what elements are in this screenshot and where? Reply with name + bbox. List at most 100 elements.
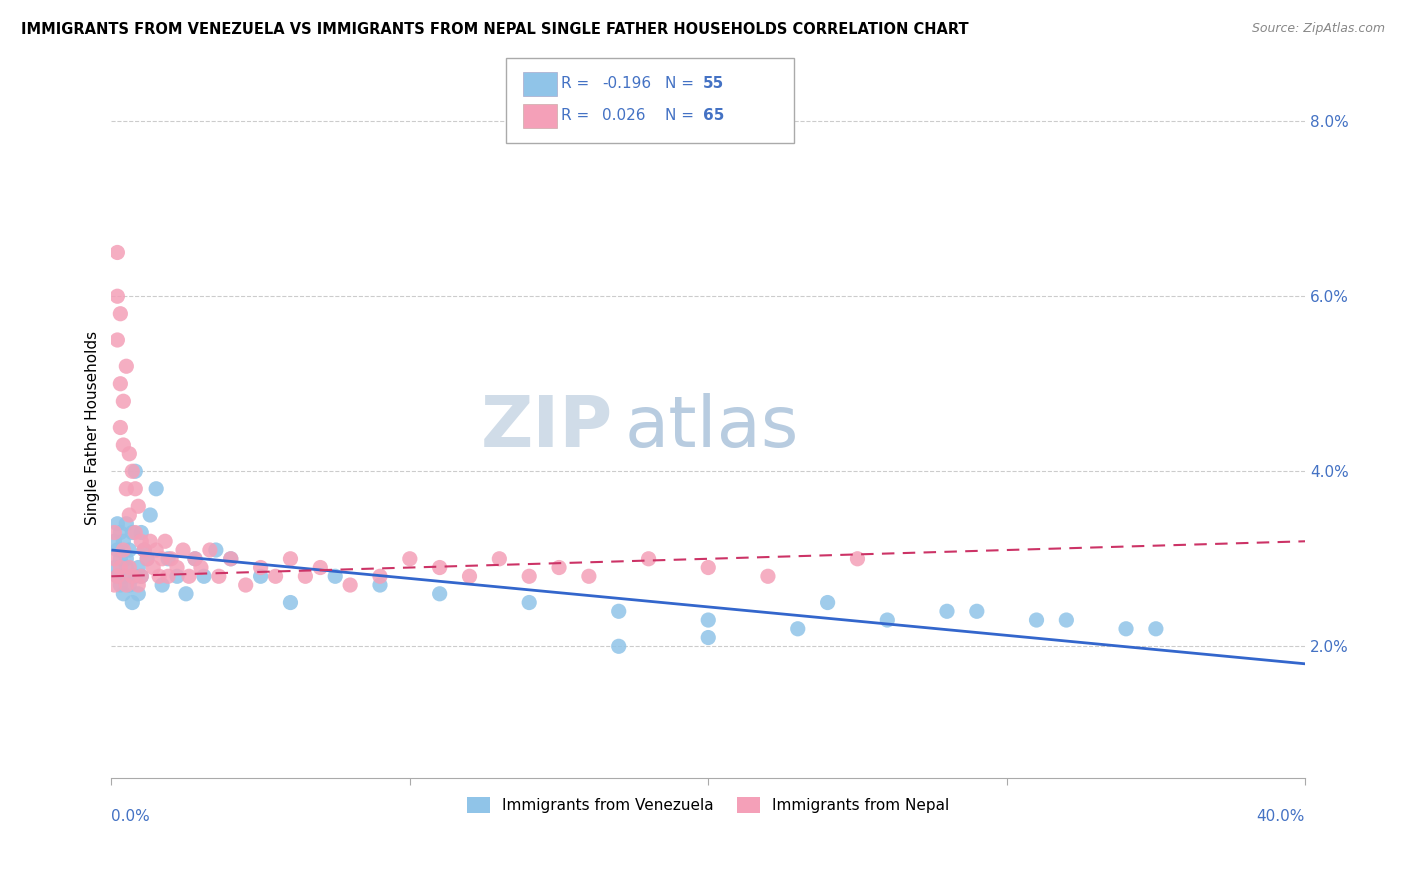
Point <box>115 560 138 574</box>
Point <box>105 516 128 531</box>
Point <box>103 525 125 540</box>
Text: 0.0%: 0.0% <box>111 809 150 824</box>
Point <box>637 551 659 566</box>
Point <box>105 543 128 558</box>
Point <box>846 551 869 566</box>
Point <box>118 560 141 574</box>
Point <box>150 551 173 566</box>
Point <box>110 420 132 434</box>
Point <box>148 569 170 583</box>
Point <box>127 587 149 601</box>
Text: R =: R = <box>561 77 595 91</box>
Point <box>697 631 720 645</box>
Point <box>118 578 141 592</box>
Text: -0.196: -0.196 <box>602 77 651 91</box>
Point <box>368 569 391 583</box>
Point <box>115 516 138 531</box>
Point <box>118 447 141 461</box>
Point <box>129 534 152 549</box>
Point <box>105 245 128 260</box>
Point <box>145 482 167 496</box>
Point <box>193 569 215 583</box>
Point <box>429 587 451 601</box>
Point <box>398 551 420 566</box>
Point <box>172 543 194 558</box>
Point <box>112 438 135 452</box>
Point <box>121 525 143 540</box>
Point <box>134 543 156 558</box>
Point <box>112 587 135 601</box>
Point <box>121 464 143 478</box>
Point <box>786 622 808 636</box>
Point <box>103 534 125 549</box>
Point <box>150 578 173 592</box>
Point <box>174 587 197 601</box>
Point <box>208 569 231 583</box>
Point <box>488 551 510 566</box>
Text: N =: N = <box>665 77 699 91</box>
Text: Source: ZipAtlas.com: Source: ZipAtlas.com <box>1251 22 1385 36</box>
Point <box>110 551 132 566</box>
Point <box>817 595 839 609</box>
Text: 40.0%: 40.0% <box>1257 809 1305 824</box>
Point <box>235 578 257 592</box>
Point <box>139 534 162 549</box>
Point <box>198 543 221 558</box>
Point <box>115 551 138 566</box>
Point <box>112 394 135 409</box>
Point <box>129 569 152 583</box>
Point <box>121 595 143 609</box>
Point <box>112 569 135 583</box>
Point <box>166 560 188 574</box>
Point <box>105 289 128 303</box>
Point <box>309 560 332 574</box>
Point <box>166 569 188 583</box>
Point <box>110 578 132 592</box>
Point <box>1054 613 1077 627</box>
Point <box>110 525 132 540</box>
Point <box>1115 622 1137 636</box>
Point <box>294 569 316 583</box>
Point <box>103 560 125 574</box>
Point <box>112 534 135 549</box>
Legend: Immigrants from Venezuela, Immigrants from Nepal: Immigrants from Venezuela, Immigrants fr… <box>461 790 956 819</box>
Point <box>115 359 138 374</box>
Point <box>127 500 149 514</box>
Point <box>517 569 540 583</box>
Point <box>105 333 128 347</box>
Point <box>145 543 167 558</box>
Text: IMMIGRANTS FROM VENEZUELA VS IMMIGRANTS FROM NEPAL SINGLE FATHER HOUSEHOLDS CORR: IMMIGRANTS FROM VENEZUELA VS IMMIGRANTS … <box>21 22 969 37</box>
Point <box>458 569 481 583</box>
Point <box>115 578 138 592</box>
Point <box>548 560 571 574</box>
Point <box>429 560 451 574</box>
Point <box>110 560 132 574</box>
Point <box>190 560 212 574</box>
Point <box>219 551 242 566</box>
Text: 65: 65 <box>703 109 724 123</box>
Point <box>264 569 287 583</box>
Point <box>127 560 149 574</box>
Point <box>124 482 146 496</box>
Text: N =: N = <box>665 109 699 123</box>
Point <box>153 534 176 549</box>
Point <box>697 613 720 627</box>
Point <box>323 569 346 583</box>
Point <box>129 525 152 540</box>
Point <box>966 604 988 618</box>
Point <box>756 569 779 583</box>
Point <box>368 578 391 592</box>
Point <box>936 604 959 618</box>
Point <box>118 508 141 522</box>
Point <box>118 543 141 558</box>
Point <box>124 525 146 540</box>
Point <box>136 551 159 566</box>
Point <box>139 508 162 522</box>
Point <box>110 307 132 321</box>
Point <box>157 569 180 583</box>
Point <box>136 551 159 566</box>
Point <box>110 376 132 391</box>
Text: R =: R = <box>561 109 595 123</box>
Point <box>339 578 361 592</box>
Point <box>129 569 152 583</box>
